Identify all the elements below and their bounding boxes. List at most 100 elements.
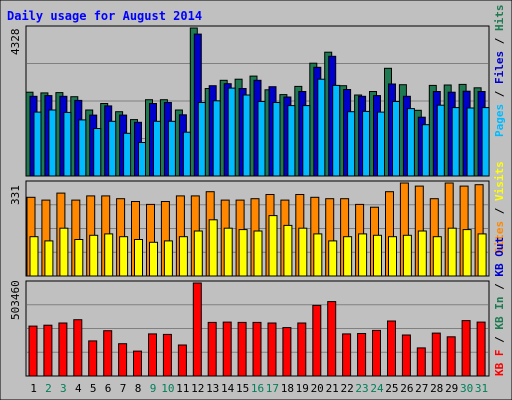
- bar-visits-26: [402, 234, 412, 277]
- bar-kbytes-24: [372, 329, 381, 377]
- bar-visits-28: [432, 236, 442, 277]
- day-label-30: 30: [460, 382, 473, 395]
- bar-visits-14: [223, 227, 233, 277]
- bar-pages-5: [93, 128, 102, 177]
- svg-text:KB F / KB In / KB Out: KB F / KB In / KB Out: [493, 237, 506, 376]
- bar-kbytes-19: [297, 322, 307, 377]
- bar-kbytes-2: [43, 324, 53, 377]
- bar-pages-24: [377, 111, 385, 177]
- day-label-19: 19: [296, 382, 309, 395]
- bar-kbytes-31: [476, 321, 486, 377]
- bar-kbytes-6: [103, 330, 113, 377]
- bar-pages-1: [33, 111, 42, 177]
- bar-kbytes-26: [401, 334, 411, 377]
- bar-visits-10: [163, 240, 173, 277]
- bar-kbytes-5: [88, 340, 98, 377]
- bar-visits-16: [253, 230, 263, 277]
- bar-visits-18: [283, 224, 293, 277]
- day-label-26: 26: [400, 382, 413, 395]
- day-label-22: 22: [340, 382, 353, 395]
- bar-visits-20: [313, 233, 323, 277]
- bar-pages-31: [481, 107, 490, 177]
- bar-pages-21: [332, 84, 341, 177]
- kbytes-legend: KB F / KB In / KB Out: [493, 237, 506, 376]
- visits-sites-panel: [25, 180, 490, 277]
- bar-kbytes-28: [431, 332, 441, 377]
- svg-text:Sites / Visits: Sites / Visits: [493, 161, 506, 254]
- day-label-18: 18: [281, 382, 294, 395]
- bar-visits-7: [119, 236, 129, 277]
- day-label-23: 23: [355, 382, 368, 395]
- bar-kbytes-14: [222, 321, 232, 377]
- legend-pages: Pages: [493, 104, 506, 137]
- bar-visits-29: [447, 227, 457, 277]
- sites-visits-legend: Sites / Visits: [493, 161, 506, 254]
- bar-visits-25: [388, 236, 397, 277]
- bar-pages-16: [257, 101, 266, 177]
- bar-visits-8: [134, 239, 143, 277]
- bar-kbytes-3: [58, 322, 68, 377]
- bar-pages-15: [242, 94, 251, 177]
- bar-pages-10: [167, 120, 176, 177]
- day-label-10: 10: [161, 382, 174, 395]
- hits-files-pages-panel: [25, 25, 490, 177]
- day-label-9: 9: [150, 382, 157, 395]
- day-label-28: 28: [430, 382, 443, 395]
- bar-pages-13: [212, 100, 221, 177]
- day-label-16: 16: [251, 382, 264, 395]
- bar-kbytes-16: [252, 321, 262, 377]
- legend-hits: Hits: [493, 5, 506, 32]
- day-label-25: 25: [385, 382, 398, 395]
- day-label-11: 11: [176, 382, 189, 395]
- legend-files: Files: [493, 51, 506, 84]
- day-label-13: 13: [206, 382, 219, 395]
- day-label-7: 7: [120, 382, 127, 395]
- bar-pages-6: [108, 120, 117, 177]
- bar-visits-13: [208, 219, 218, 277]
- day-label-1: 1: [30, 382, 37, 395]
- sites-max-label: 331: [9, 185, 22, 205]
- day-label-29: 29: [445, 382, 458, 395]
- day-label-21: 21: [326, 382, 339, 395]
- legend-kb-f: KB F: [493, 350, 506, 377]
- bar-pages-8: [138, 142, 146, 177]
- day-label-14: 14: [221, 382, 235, 395]
- hits-max-label: 4328: [9, 29, 22, 56]
- bar-kbytes-13: [207, 321, 217, 377]
- bar-kbytes-20: [312, 304, 322, 377]
- bar-visits-12: [193, 230, 203, 277]
- day-label-8: 8: [135, 382, 142, 395]
- bar-pages-25: [392, 101, 400, 177]
- bar-kbytes-30: [461, 320, 471, 377]
- day-label-5: 5: [90, 382, 97, 395]
- bar-visits-6: [104, 233, 114, 277]
- bar-visits-5: [89, 234, 99, 277]
- day-label-17: 17: [266, 382, 279, 395]
- bar-pages-29: [451, 107, 460, 177]
- legend-sites: Sites: [493, 221, 506, 254]
- bar-visits-27: [417, 230, 427, 277]
- day-label-31: 31: [475, 382, 488, 395]
- bar-kbytes-11: [177, 344, 187, 377]
- legend-sep-3: /: [493, 201, 506, 221]
- day-label-3: 3: [60, 382, 67, 395]
- legend-sep-5: /: [493, 277, 506, 297]
- bar-pages-9: [153, 120, 161, 177]
- bar-visits-3: [59, 227, 69, 277]
- bar-pages-20: [317, 78, 326, 177]
- legend-sep-1: /: [493, 84, 506, 104]
- day-label-24: 24: [370, 382, 384, 395]
- legend-kb-in: KB In: [493, 297, 506, 330]
- bar-visits-9: [149, 241, 158, 277]
- bar-kbytes-29: [446, 336, 456, 377]
- day-label-12: 12: [191, 382, 204, 395]
- bar-pages-4: [78, 119, 87, 177]
- bar-pages-2: [48, 109, 57, 177]
- bar-visits-4: [74, 239, 84, 277]
- bar-pages-3: [63, 111, 72, 177]
- legend-visits: Visits: [493, 161, 506, 201]
- legend-sep-4: /: [493, 330, 506, 350]
- bar-visits-1: [29, 236, 39, 277]
- bar-visits-21: [328, 240, 338, 277]
